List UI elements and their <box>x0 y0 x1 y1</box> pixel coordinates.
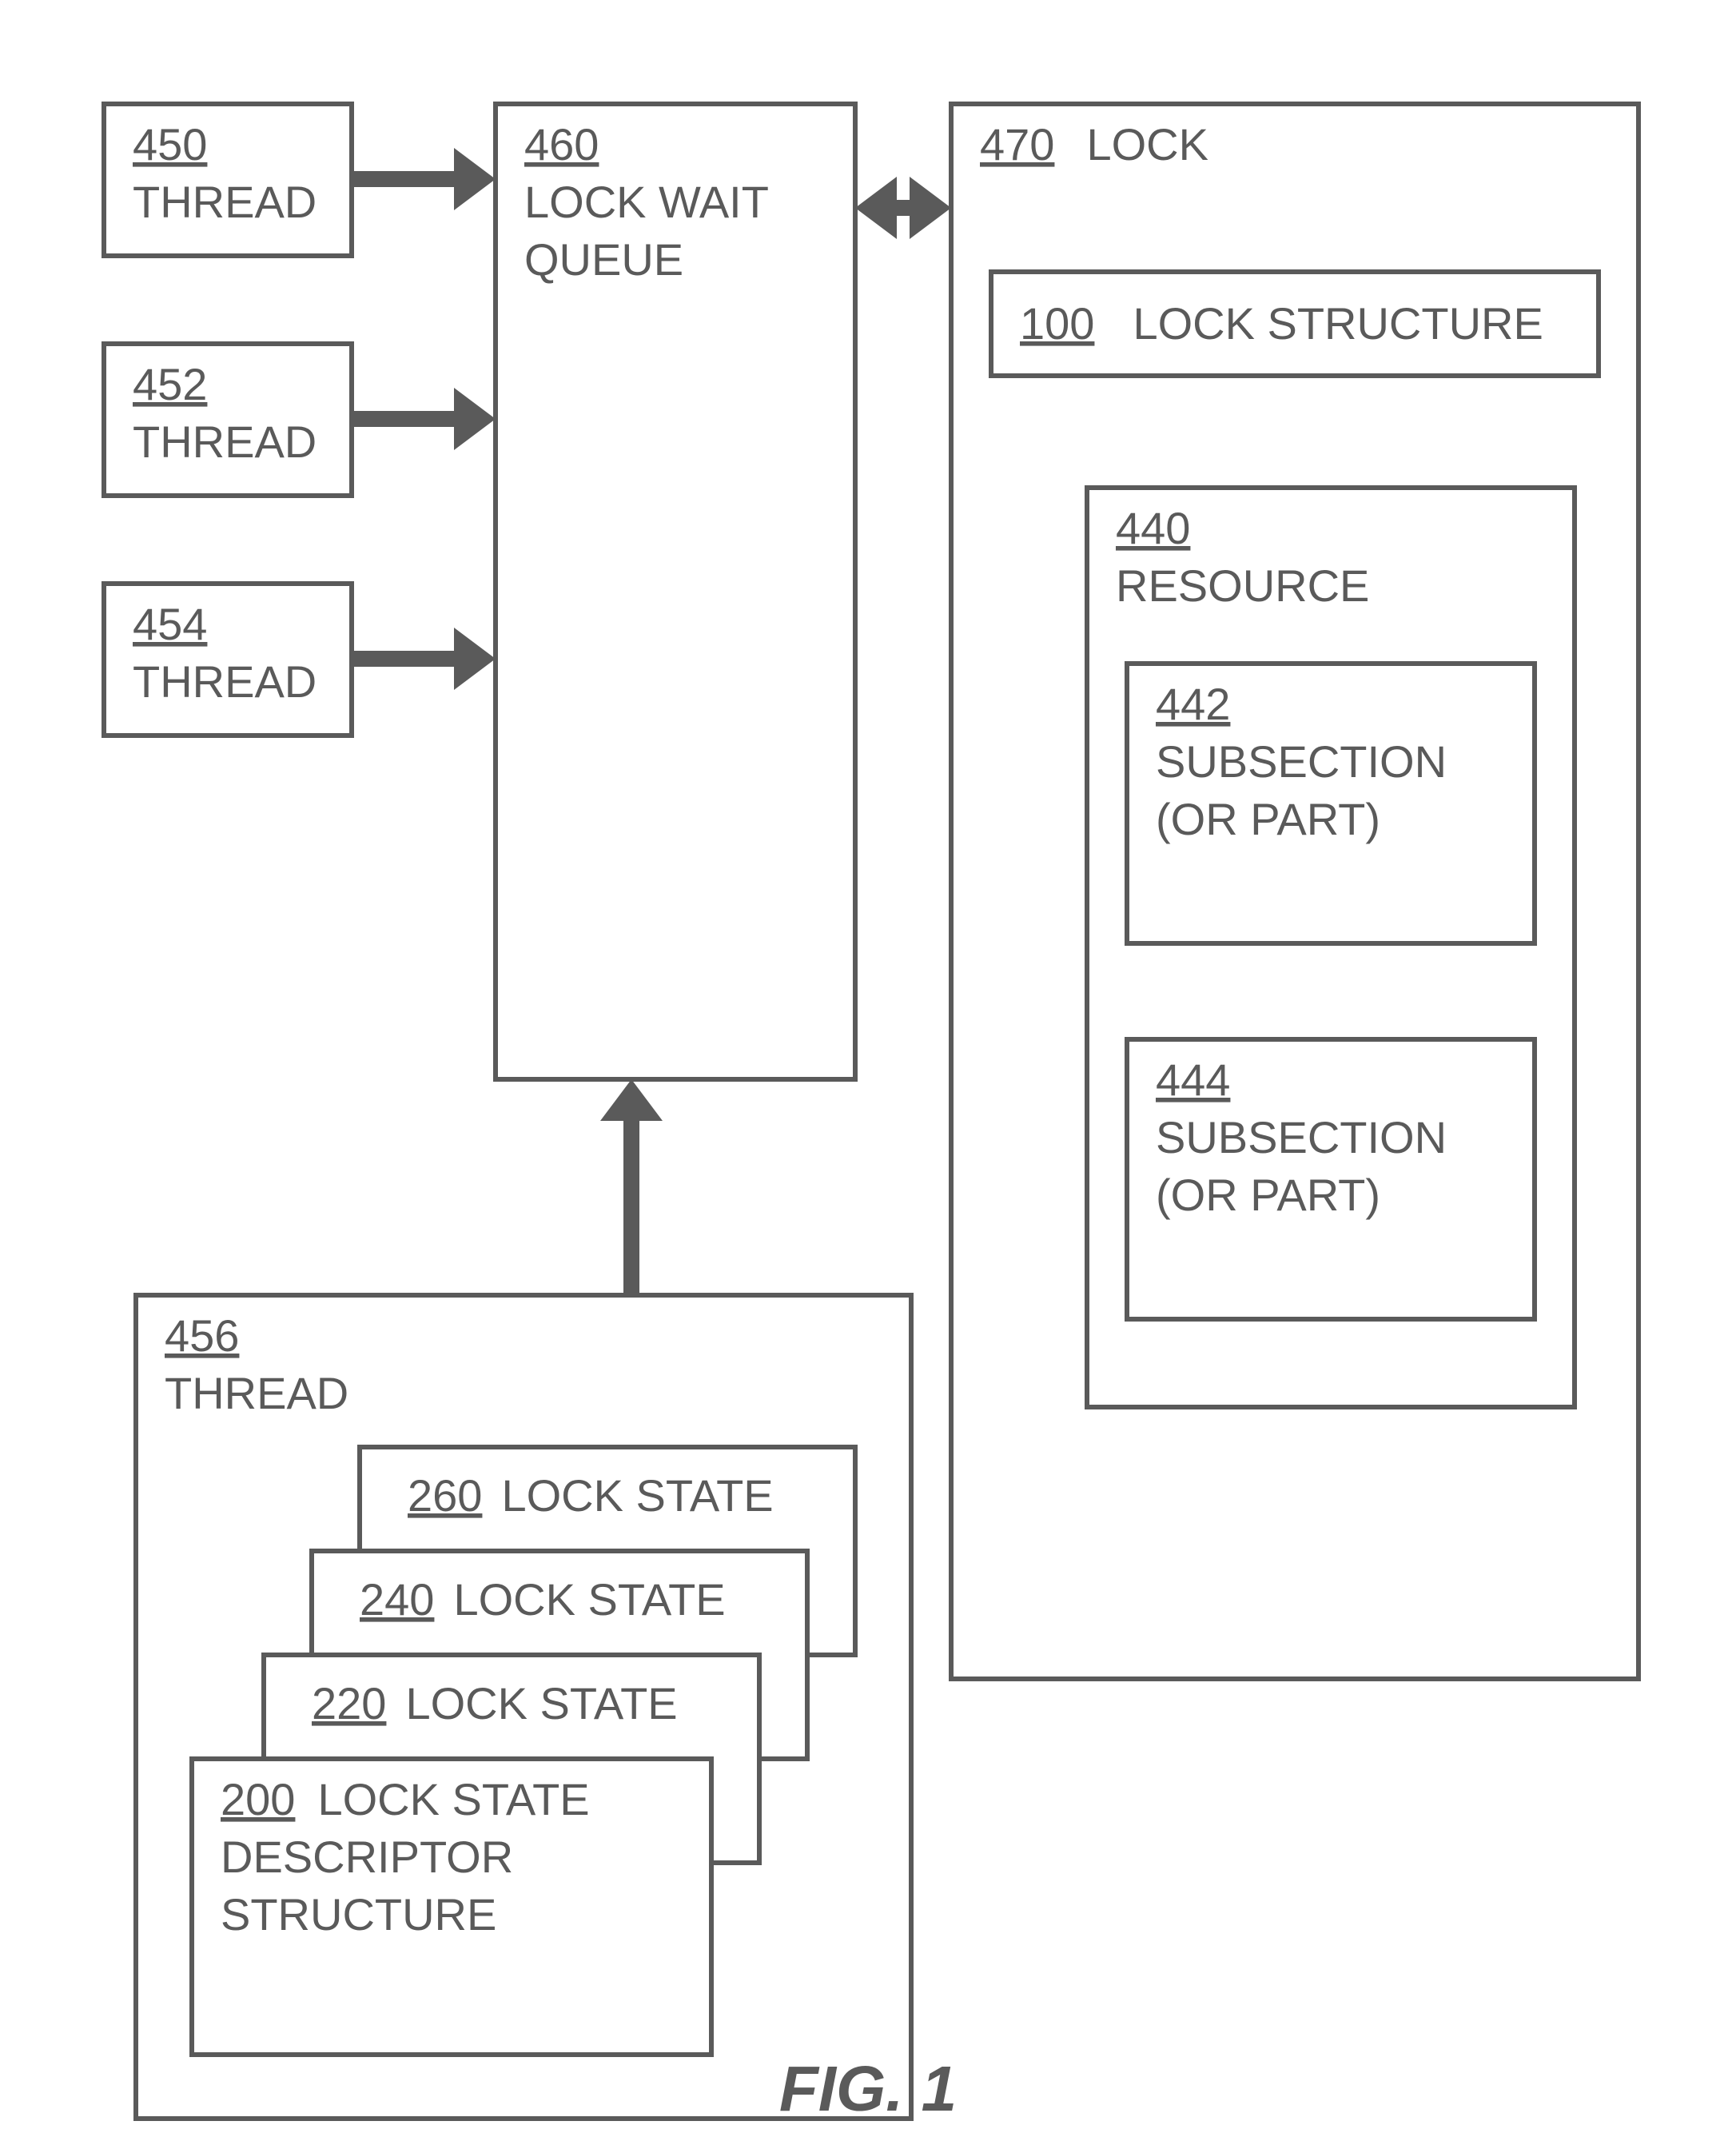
queue_to_lock-arrow <box>855 177 951 239</box>
t450_to_queue-arrow <box>352 148 496 210</box>
lockState260-label: 260LOCK STATE <box>408 1470 774 1521</box>
t456_to_queue-arrow <box>600 1079 663 1295</box>
resource440-box <box>1087 488 1575 1407</box>
t454_to_queue-arrow <box>352 628 496 690</box>
figure-caption: FIG. 1 <box>779 2053 957 2124</box>
thread452-label: 452THREAD <box>133 359 317 467</box>
lockStruct100-label: 100LOCK STRUCTURE <box>1020 298 1543 349</box>
thread456-label: 456THREAD <box>165 1310 348 1418</box>
thread450-label: 450THREAD <box>133 119 317 227</box>
thread454-label: 454THREAD <box>133 599 317 707</box>
lockState240-label: 240LOCK STATE <box>360 1574 726 1625</box>
lockState220-label: 220LOCK STATE <box>312 1678 678 1728</box>
resource440-label: 440RESOURCE <box>1116 503 1369 611</box>
t452_to_queue-arrow <box>352 388 496 450</box>
subsection444-label: 444SUBSECTION(OR PART) <box>1156 1055 1447 1220</box>
lockWaitQueue-label: 460LOCK WAITQUEUE <box>524 119 769 285</box>
subsection442-label: 442SUBSECTION(OR PART) <box>1156 679 1447 844</box>
lock470-label: 470LOCK <box>980 119 1208 169</box>
